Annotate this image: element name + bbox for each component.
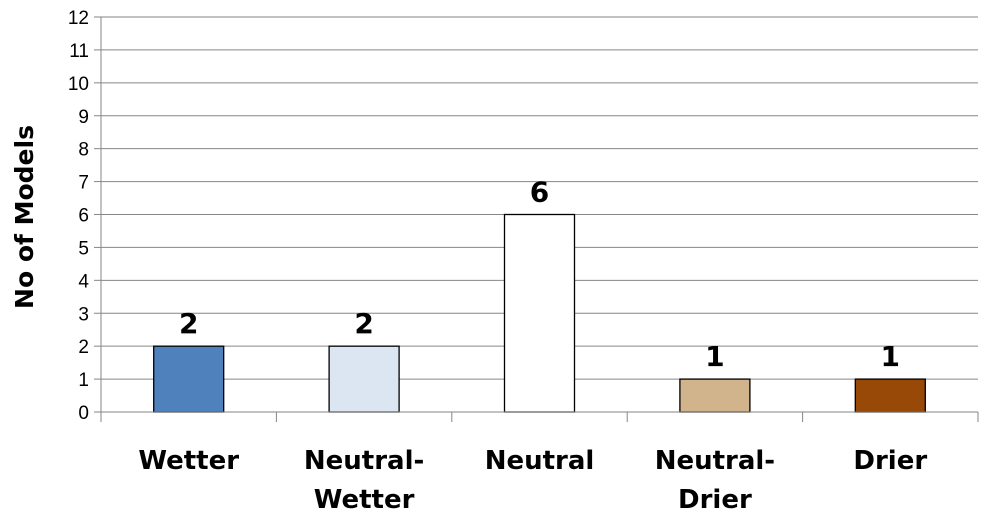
x-category-label-line: Neutral- [304, 446, 424, 476]
x-category-label-line: Wetter [314, 485, 415, 515]
y-tick-label: 6 [78, 206, 89, 227]
x-category-label-line: Wetter [138, 446, 239, 476]
bar [679, 378, 751, 413]
x-category-label-line: Neutral- [655, 446, 775, 476]
bar [854, 378, 926, 413]
y-tick-label: 5 [78, 238, 89, 259]
data-label: 1 [705, 340, 724, 373]
x-category-label: Drier [853, 446, 927, 476]
bar [503, 213, 576, 413]
bar [153, 345, 225, 413]
x-category-label-line: Drier [853, 446, 927, 476]
x-category-label-line: Drier [678, 485, 752, 515]
bar [328, 345, 400, 413]
data-label: 1 [881, 340, 900, 373]
y-tick-label: 2 [78, 337, 89, 358]
y-tick-label: 3 [78, 304, 89, 325]
y-tick-label: 7 [78, 173, 89, 194]
y-tick-label: 12 [68, 8, 89, 29]
y-tick-label: 11 [69, 41, 89, 62]
x-category-label: Neutral [485, 446, 595, 476]
data-label: 6 [530, 176, 549, 209]
data-label: 2 [179, 307, 198, 340]
y-axis-title: No of Models [10, 125, 39, 309]
y-tick-label: 10 [68, 74, 89, 95]
y-tick-label: 9 [78, 107, 89, 128]
x-category-label-line: Neutral [485, 446, 595, 476]
x-category-label: Neutral- Wetter [304, 446, 424, 515]
y-tick-label: 0 [78, 403, 89, 424]
bars [153, 213, 926, 413]
y-tick-label: 1 [78, 370, 89, 391]
data-label: 2 [354, 307, 373, 340]
labels: 2 Wetter 2 Neutral- Wetter 6 Neutral 1 Neutral- D… [138, 176, 927, 516]
y-tick-label: 8 [78, 140, 89, 161]
y-tick-label: 4 [78, 271, 89, 292]
x-category-label: Wetter [138, 446, 239, 476]
x-category-label: Neutral- Drier [655, 446, 775, 515]
